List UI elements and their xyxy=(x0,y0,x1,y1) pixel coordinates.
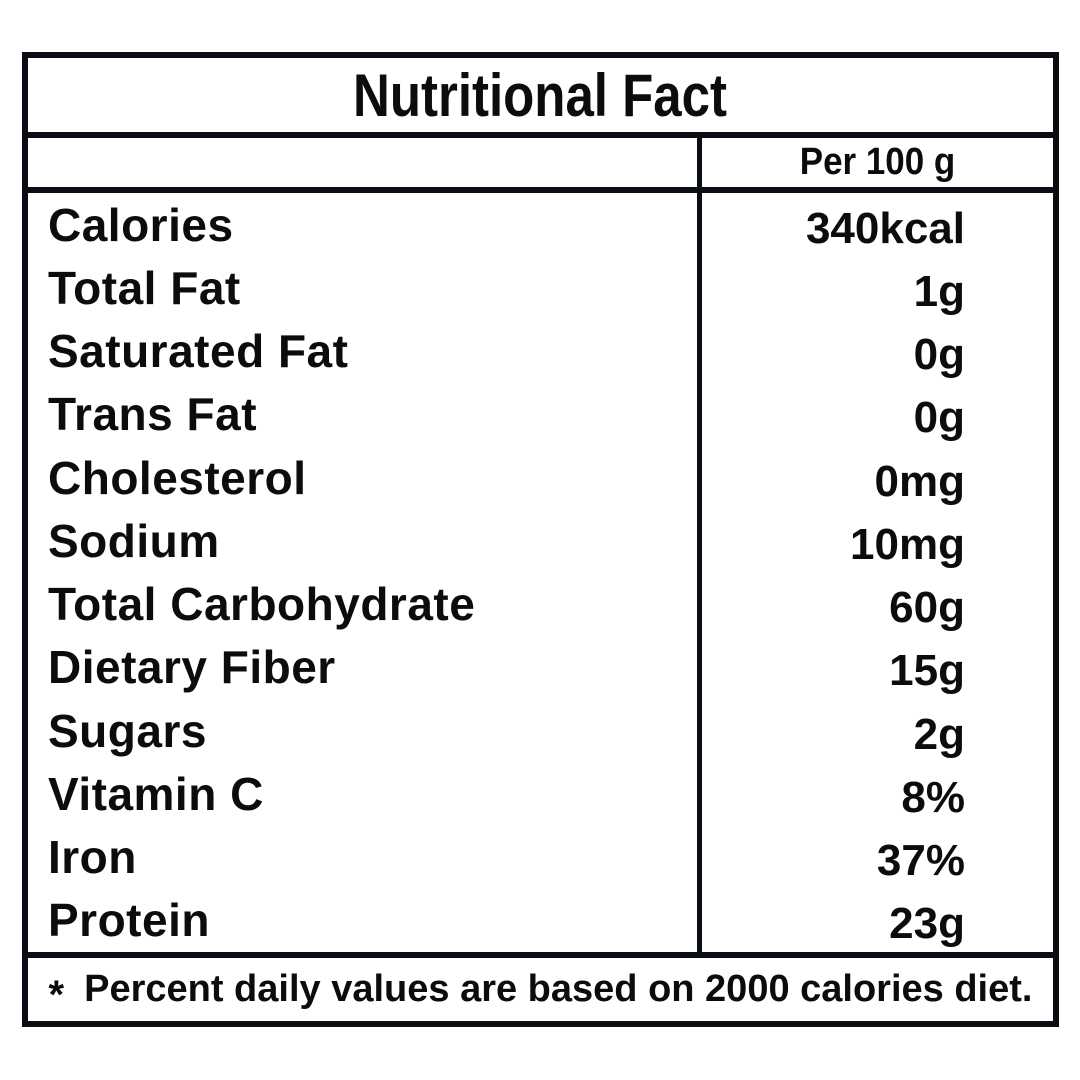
nutrient-value: 0g xyxy=(697,382,1053,446)
table-row: Dietary Fiber 15g xyxy=(28,635,1053,699)
nutrient-value: 8% xyxy=(697,762,1053,826)
nutrient-value: 0g xyxy=(697,319,1053,383)
table-row: Calories 340kcal xyxy=(28,193,1053,257)
table-row: Vitamin C 8% xyxy=(28,762,1053,826)
title-row: Nutritional Fact xyxy=(28,58,1053,138)
per-100g-header-cell: Per 100 g xyxy=(697,138,1053,187)
column-header-label: Per 100 g xyxy=(799,141,956,183)
table-row: Sugars 2g xyxy=(28,699,1053,763)
header-empty-cell xyxy=(28,138,697,187)
table-row: Protein 23g xyxy=(28,888,1053,952)
table-row: Sodium 10mg xyxy=(28,509,1053,573)
nutrient-value: 1g xyxy=(697,256,1053,320)
nutrition-facts-table: Nutritional Fact Per 100 g Calories 340k… xyxy=(22,52,1059,1027)
nutrient-value: 2g xyxy=(697,699,1053,763)
nutrient-value: 60g xyxy=(697,572,1053,636)
nutrient-name: Total Carbohydrate xyxy=(48,578,476,631)
nutrient-name: Sodium xyxy=(48,514,220,567)
nutrient-value: 37% xyxy=(697,825,1053,889)
footnote-row: * Percent daily values are based on 2000… xyxy=(28,952,1053,1021)
asterisk-marker: * xyxy=(48,973,65,1017)
nutrient-name: Vitamin C xyxy=(48,767,264,820)
nutrient-value: 340kcal xyxy=(697,193,1053,257)
nutrient-name: Dietary Fiber xyxy=(48,641,336,694)
nutrient-name: Sugars xyxy=(48,704,207,757)
nutrient-value: 15g xyxy=(697,635,1053,699)
table-row: Trans Fat 0g xyxy=(28,382,1053,446)
nutrient-name: Trans Fat xyxy=(48,388,258,441)
table-title: Nutritional Fact xyxy=(353,61,728,129)
nutrient-value: 10mg xyxy=(697,509,1053,573)
nutrient-name: Protein xyxy=(48,894,210,947)
table-row: Iron 37% xyxy=(28,825,1053,889)
nutrient-name: Total Fat xyxy=(48,261,241,314)
nutrient-name: Saturated Fat xyxy=(48,325,349,378)
footnote-text: Percent daily values are based on 2000 c… xyxy=(84,968,1033,1010)
table-row: Total Carbohydrate 60g xyxy=(28,572,1053,636)
nutrient-name: Iron xyxy=(48,831,137,884)
column-header-row: Per 100 g xyxy=(28,138,1053,193)
nutrient-name: Cholesterol xyxy=(48,451,307,504)
nutrient-value: 0mg xyxy=(697,446,1053,510)
nutrient-value: 23g xyxy=(697,888,1053,952)
nutrient-name: Calories xyxy=(48,198,234,251)
nutrient-rows: Calories 340kcal Total Fat 1g Saturated … xyxy=(28,193,1053,952)
table-row: Total Fat 1g xyxy=(28,256,1053,320)
table-row: Saturated Fat 0g xyxy=(28,319,1053,383)
table-row: Cholesterol 0mg xyxy=(28,446,1053,510)
